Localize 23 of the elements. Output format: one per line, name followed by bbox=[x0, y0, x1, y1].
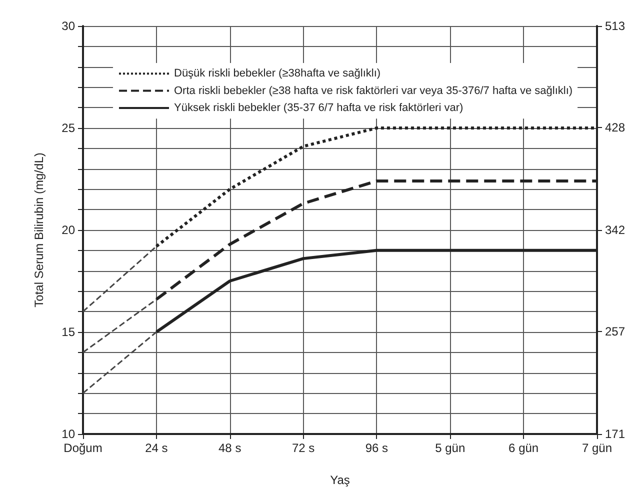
x-tick-label: Doğum bbox=[64, 441, 102, 455]
y2-tick-label: 257 bbox=[605, 324, 626, 338]
x-tick-label: 24 s bbox=[145, 441, 168, 455]
y2-tick-label: 513 bbox=[605, 19, 626, 33]
x-tick-label: 7 gün bbox=[582, 441, 612, 455]
x-tick-label: 48 s bbox=[218, 441, 242, 455]
y2-tick-label: 342 bbox=[605, 223, 626, 237]
x-axis-title: Yaş bbox=[330, 473, 350, 487]
x-tick-label: 72 s bbox=[292, 441, 315, 455]
y-tick-label: 15 bbox=[62, 325, 76, 339]
y-tick-label: 25 bbox=[62, 121, 76, 135]
y2-tick-label: 428 bbox=[605, 120, 626, 134]
y-tick-label: 30 bbox=[62, 19, 76, 33]
legend-label: Orta riskli bebekler (≥38 hafta ve risk faktörleri var veya 35-376/7 hafta ve sağlıklı) bbox=[174, 84, 573, 97]
x-tick-label: 96 s bbox=[365, 441, 388, 455]
x-tick-label: 6 gün bbox=[508, 441, 539, 455]
y-axis-title: Total Serum Bilirubin (mg/dL) bbox=[32, 152, 46, 308]
y-tick-label: 10 bbox=[62, 427, 76, 441]
legend-label: Düşük riskli bebekler (≥38hafta ve sağlıklı) bbox=[174, 68, 381, 80]
y-tick-label: 20 bbox=[62, 223, 76, 237]
legend-label: Yüksek riskli bebekler (35-37 6/7 hafta ve risk faktörleri var) bbox=[174, 102, 464, 114]
y2-tick-label: 171 bbox=[605, 427, 626, 441]
x-tick-label: 5 gün bbox=[435, 441, 466, 455]
